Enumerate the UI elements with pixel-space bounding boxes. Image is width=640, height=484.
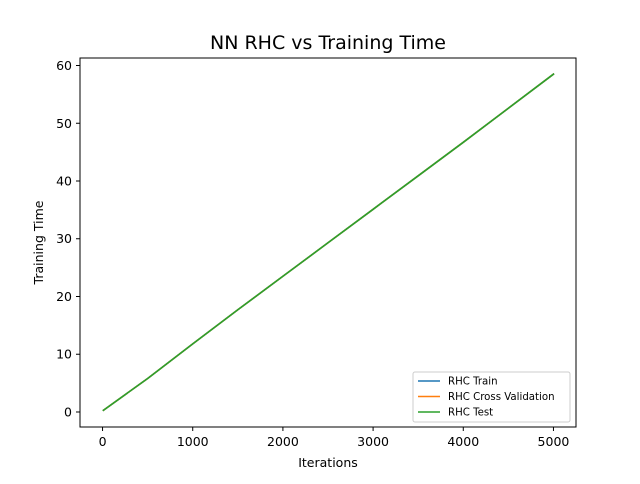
legend-items: RHC Train RHC Cross Validation RHC Test: [418, 377, 555, 419]
y-axis-label: Training Time: [31, 200, 46, 285]
legend: RHC Train RHC Cross Validation RHC Test: [412, 371, 571, 423]
x-axis-label: Iterations: [298, 455, 358, 470]
y-tick-label: 10: [56, 347, 72, 362]
x-tick-label: 5000: [538, 434, 570, 449]
x-tick-label: 1000: [177, 434, 209, 449]
y-axis: 0 10 20 30 40 50 60: [56, 58, 80, 419]
legend-label-rhc-cross-validation: RHC Cross Validation: [448, 392, 555, 403]
x-tick-label: 0: [99, 434, 107, 449]
y-tick-label: 0: [64, 404, 72, 419]
x-tick-label: 2000: [267, 434, 299, 449]
legend-label-rhc-test: RHC Test: [448, 408, 493, 419]
chart-title: NN RHC vs Training Time: [210, 32, 446, 54]
y-tick-label: 60: [56, 58, 72, 73]
y-tick-label: 50: [56, 116, 72, 131]
y-tick-label: 40: [56, 174, 72, 189]
plot-area: [79, 57, 577, 428]
y-tick-label: 20: [56, 289, 72, 304]
y-tick-label: 30: [56, 231, 72, 246]
axes-frame: [79, 57, 577, 428]
series-layer: [102, 73, 555, 412]
x-tick-label: 4000: [447, 434, 479, 449]
legend-box: [412, 371, 571, 423]
x-axis: 0 1000 2000 3000 4000 5000: [99, 427, 570, 449]
x-tick-label: 3000: [357, 434, 389, 449]
legend-label-rhc-train: RHC Train: [448, 377, 498, 388]
series-line-rhc-test: [102, 73, 555, 412]
